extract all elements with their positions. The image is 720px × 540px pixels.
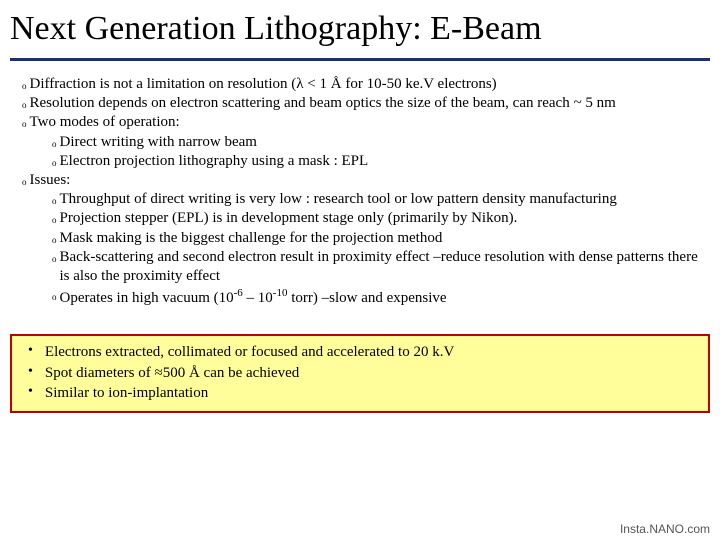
bullet-icon: o xyxy=(52,292,57,304)
bullet-text: Back-scattering and second electron resu… xyxy=(60,248,703,286)
text-fragment: torr) –slow and expensive xyxy=(287,290,446,306)
bullet-icon: o xyxy=(52,215,57,227)
slide-title: Next Generation Lithography: E-Beam xyxy=(0,0,720,52)
highlight-text: Electrons extracted, collimated or focus… xyxy=(45,342,454,362)
bullet-item: o Operates in high vacuum (10-6 – 10-10 … xyxy=(52,286,702,308)
highlight-box: • Electrons extracted, collimated or foc… xyxy=(10,334,710,413)
bullet-item: o Two modes of operation: xyxy=(22,113,702,132)
bullet-icon: o xyxy=(52,158,57,170)
bullet-icon: o xyxy=(52,196,57,208)
bullet-icon: • xyxy=(28,363,33,382)
bullet-icon: • xyxy=(28,383,33,402)
bullet-text: Direct writing with narrow beam xyxy=(60,133,703,152)
title-underline xyxy=(10,58,710,61)
bullet-icon: o xyxy=(52,254,57,266)
bullet-text: Operates in high vacuum (10-6 – 10-10 to… xyxy=(60,286,703,308)
bullet-item: o Projection stepper (EPL) is in develop… xyxy=(52,209,702,228)
highlight-item: • Similar to ion-implantation xyxy=(22,383,698,403)
bullet-item: o Issues: xyxy=(22,171,702,190)
bullet-item: o Back-scattering and second electron re… xyxy=(52,248,702,286)
bullet-item: o Diffraction is not a limitation on res… xyxy=(22,75,702,94)
bullet-text: Two modes of operation: xyxy=(30,113,703,132)
footer-credit: Insta.NANO.com xyxy=(620,522,710,536)
highlight-item: • Electrons extracted, collimated or foc… xyxy=(22,342,698,362)
bullet-item: o Direct writing with narrow beam xyxy=(52,133,702,152)
bullet-icon: • xyxy=(28,342,33,361)
superscript: -10 xyxy=(273,287,288,299)
bullet-icon: o xyxy=(52,235,57,247)
bullet-item: o Throughput of direct writing is very l… xyxy=(52,190,702,209)
bullet-icon: o xyxy=(22,119,27,131)
highlight-text: Spot diameters of ≈500 Å can be achieved xyxy=(45,363,299,383)
bullet-text: Electron projection lithography using a … xyxy=(60,152,703,171)
body-content: o Diffraction is not a limitation on res… xyxy=(0,75,720,308)
bullet-item: o Resolution depends on electron scatter… xyxy=(22,94,702,113)
bullet-item: o Mask making is the biggest challenge f… xyxy=(52,229,702,248)
bullet-icon: o xyxy=(22,81,27,93)
text-fragment: – 10 xyxy=(243,290,273,306)
highlight-text: Similar to ion-implantation xyxy=(45,383,208,403)
bullet-text: Mask making is the biggest challenge for… xyxy=(60,229,703,248)
text-fragment: Operates in high vacuum (10 xyxy=(60,290,234,306)
bullet-text: Issues: xyxy=(30,171,703,190)
highlight-item: • Spot diameters of ≈500 Å can be achiev… xyxy=(22,363,698,383)
bullet-text: Throughput of direct writing is very low… xyxy=(60,190,703,209)
bullet-text: Diffraction is not a limitation on resol… xyxy=(30,75,703,94)
bullet-icon: o xyxy=(52,139,57,151)
superscript: -6 xyxy=(234,287,243,299)
bullet-icon: o xyxy=(22,177,27,189)
bullet-item: o Electron projection lithography using … xyxy=(52,152,702,171)
bullet-text: Projection stepper (EPL) is in developme… xyxy=(60,209,703,228)
bullet-icon: o xyxy=(22,100,27,112)
bullet-text: Resolution depends on electron scatterin… xyxy=(30,94,703,113)
